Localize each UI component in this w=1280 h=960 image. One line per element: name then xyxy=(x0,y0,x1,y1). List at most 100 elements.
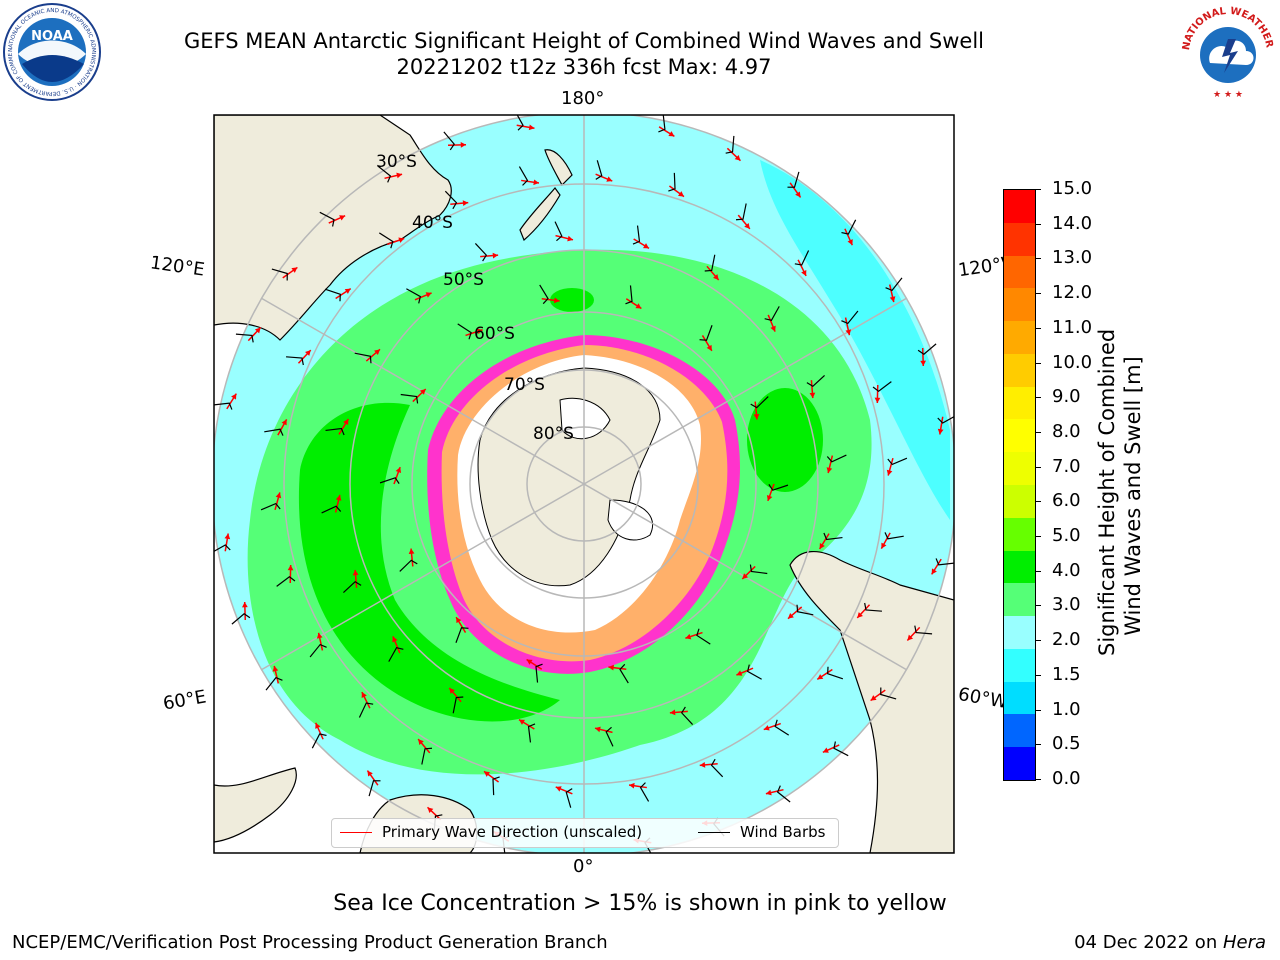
lat-label-60s: 60°S xyxy=(474,324,515,344)
colorbar-tick-label: 2.0 xyxy=(1052,629,1081,651)
wind-barb xyxy=(632,225,641,245)
wind-barb xyxy=(884,532,904,540)
colorbar-tick-label: 5.0 xyxy=(1052,525,1081,547)
wind-barb xyxy=(343,580,362,594)
wave-direction-arrowhead xyxy=(889,296,896,303)
south-america-land xyxy=(789,551,954,853)
wave-direction-arrowhead xyxy=(305,350,311,356)
colorbar-tick-label: 0.5 xyxy=(1052,733,1081,755)
colorbar-tick-mark xyxy=(1035,431,1041,433)
wind-barb xyxy=(658,115,666,133)
wind-barb xyxy=(235,333,254,343)
wave-direction-arrowhead xyxy=(766,494,773,501)
wind-barb xyxy=(917,343,937,355)
wave-direction-arrowhead xyxy=(449,687,455,694)
wave-direction-arrowhead xyxy=(643,243,650,249)
chart-subtitle: 20221202 t12z 336h fcst Max: 4.97 xyxy=(396,55,772,79)
wave-direction-arrowhead xyxy=(396,172,403,179)
wave-direction-arrowhead xyxy=(713,274,719,281)
wind-barb xyxy=(787,171,800,188)
wave-direction-arrowhead xyxy=(492,252,499,259)
wind-barb xyxy=(358,702,374,718)
wave-direction-arrowhead xyxy=(555,786,562,792)
wind-barb xyxy=(406,288,422,304)
wave-direction-arrowhead xyxy=(418,739,424,746)
wind-barb xyxy=(309,643,327,658)
map-legend: Primary Wave Direction (unscaled) Wind B… xyxy=(331,818,839,848)
wind-barb xyxy=(768,484,789,491)
wind-barb xyxy=(444,190,458,210)
wave-direction-arrowhead xyxy=(476,328,483,335)
colorbar-tick-mark xyxy=(1035,223,1041,225)
colorbar-tick-mark xyxy=(1035,293,1041,295)
lon-label-180: 180° xyxy=(561,88,605,109)
wind-barb xyxy=(492,776,500,796)
wave-direction-arrowhead xyxy=(886,469,893,476)
wave-direction-arrowhead xyxy=(744,222,750,229)
noaa-logo-text: NOAA xyxy=(31,29,73,44)
wind-barb xyxy=(746,664,762,680)
wave-direction-arrowhead xyxy=(606,176,613,182)
colorbar-tick-label: 13.0 xyxy=(1052,247,1093,269)
wave-direction-arrowhead xyxy=(425,292,432,298)
wind-barb xyxy=(872,381,892,393)
wave-direction-arrowhead xyxy=(753,413,760,420)
wave-direction-arrowhead xyxy=(339,215,346,221)
colorbar-segment xyxy=(1004,517,1035,551)
noaa-logo: NATIONAL OCEANIC AND ATMOSPHERIC ADMINIS… xyxy=(2,2,101,101)
colorbar-tick-mark xyxy=(1035,189,1041,190)
wave-direction-arrowhead xyxy=(826,467,833,474)
wind-barb xyxy=(457,323,472,340)
wind-barb xyxy=(260,502,281,511)
wind-barb xyxy=(595,160,603,180)
wave-direction-arrowhead xyxy=(801,269,807,276)
wind-barb xyxy=(518,166,529,186)
wave-direction-arrowhead xyxy=(533,179,539,186)
wave-direction-arrowhead xyxy=(528,124,535,131)
legend-item-wind-barbs: Wind Barbs xyxy=(698,823,825,841)
legend-item-wave-direction: Primary Wave Direction (unscaled) xyxy=(340,823,642,841)
wind-barb xyxy=(455,627,469,643)
legend-label-wind-barbs: Wind Barbs xyxy=(740,823,826,841)
wind-barb xyxy=(311,733,327,749)
wind-barb xyxy=(827,666,844,680)
wind-barb xyxy=(764,306,780,322)
lat-label-50s: 50°S xyxy=(443,270,484,290)
wave-direction-arrowhead xyxy=(344,288,351,294)
wave-direction-arrowhead xyxy=(291,267,298,273)
wind-barb xyxy=(539,284,549,305)
wave-direction-arrowhead xyxy=(275,492,282,499)
wave-direction-arrowhead xyxy=(526,659,533,665)
wind-barb xyxy=(725,135,735,154)
wind-barb xyxy=(668,172,676,192)
wind-barb xyxy=(565,788,573,808)
wave-direction-arrowhead xyxy=(427,807,434,814)
colorbar-tick-mark xyxy=(1035,362,1041,364)
wind-barb xyxy=(864,602,882,612)
colorbar-tick-label: 1.5 xyxy=(1052,663,1081,685)
wave-direction-arrowhead xyxy=(819,543,825,550)
colorbar-tick-mark xyxy=(1035,536,1041,538)
wave-direction-arrowhead xyxy=(874,397,881,404)
wind-barb xyxy=(680,706,694,725)
wind-barb xyxy=(443,131,455,151)
colorbar-tick-mark xyxy=(1035,501,1041,503)
wind-barb xyxy=(699,325,713,341)
colorbar-tick-label: 1.0 xyxy=(1052,698,1081,720)
wave-direction-arrowhead xyxy=(920,360,927,367)
wind-barb xyxy=(833,741,849,757)
wave-direction-arrowhead xyxy=(629,782,635,789)
wave-direction-arrowhead xyxy=(254,327,261,334)
colorbar-segment xyxy=(1004,485,1035,518)
wind-barb xyxy=(324,288,341,302)
lat-label-70s: 70°S xyxy=(504,375,545,395)
wind-barb xyxy=(619,663,629,684)
wind-barb xyxy=(379,477,400,484)
wind-barb xyxy=(935,558,954,566)
madagascar-land xyxy=(214,767,297,843)
colorbar-tick-mark xyxy=(1035,327,1041,329)
colorbar-tick-mark xyxy=(1035,466,1041,468)
colorbar-tick-label: 9.0 xyxy=(1052,386,1081,408)
wind-barb xyxy=(516,115,524,131)
footer-date-text: 04 Dec 2022 on xyxy=(1074,932,1223,953)
